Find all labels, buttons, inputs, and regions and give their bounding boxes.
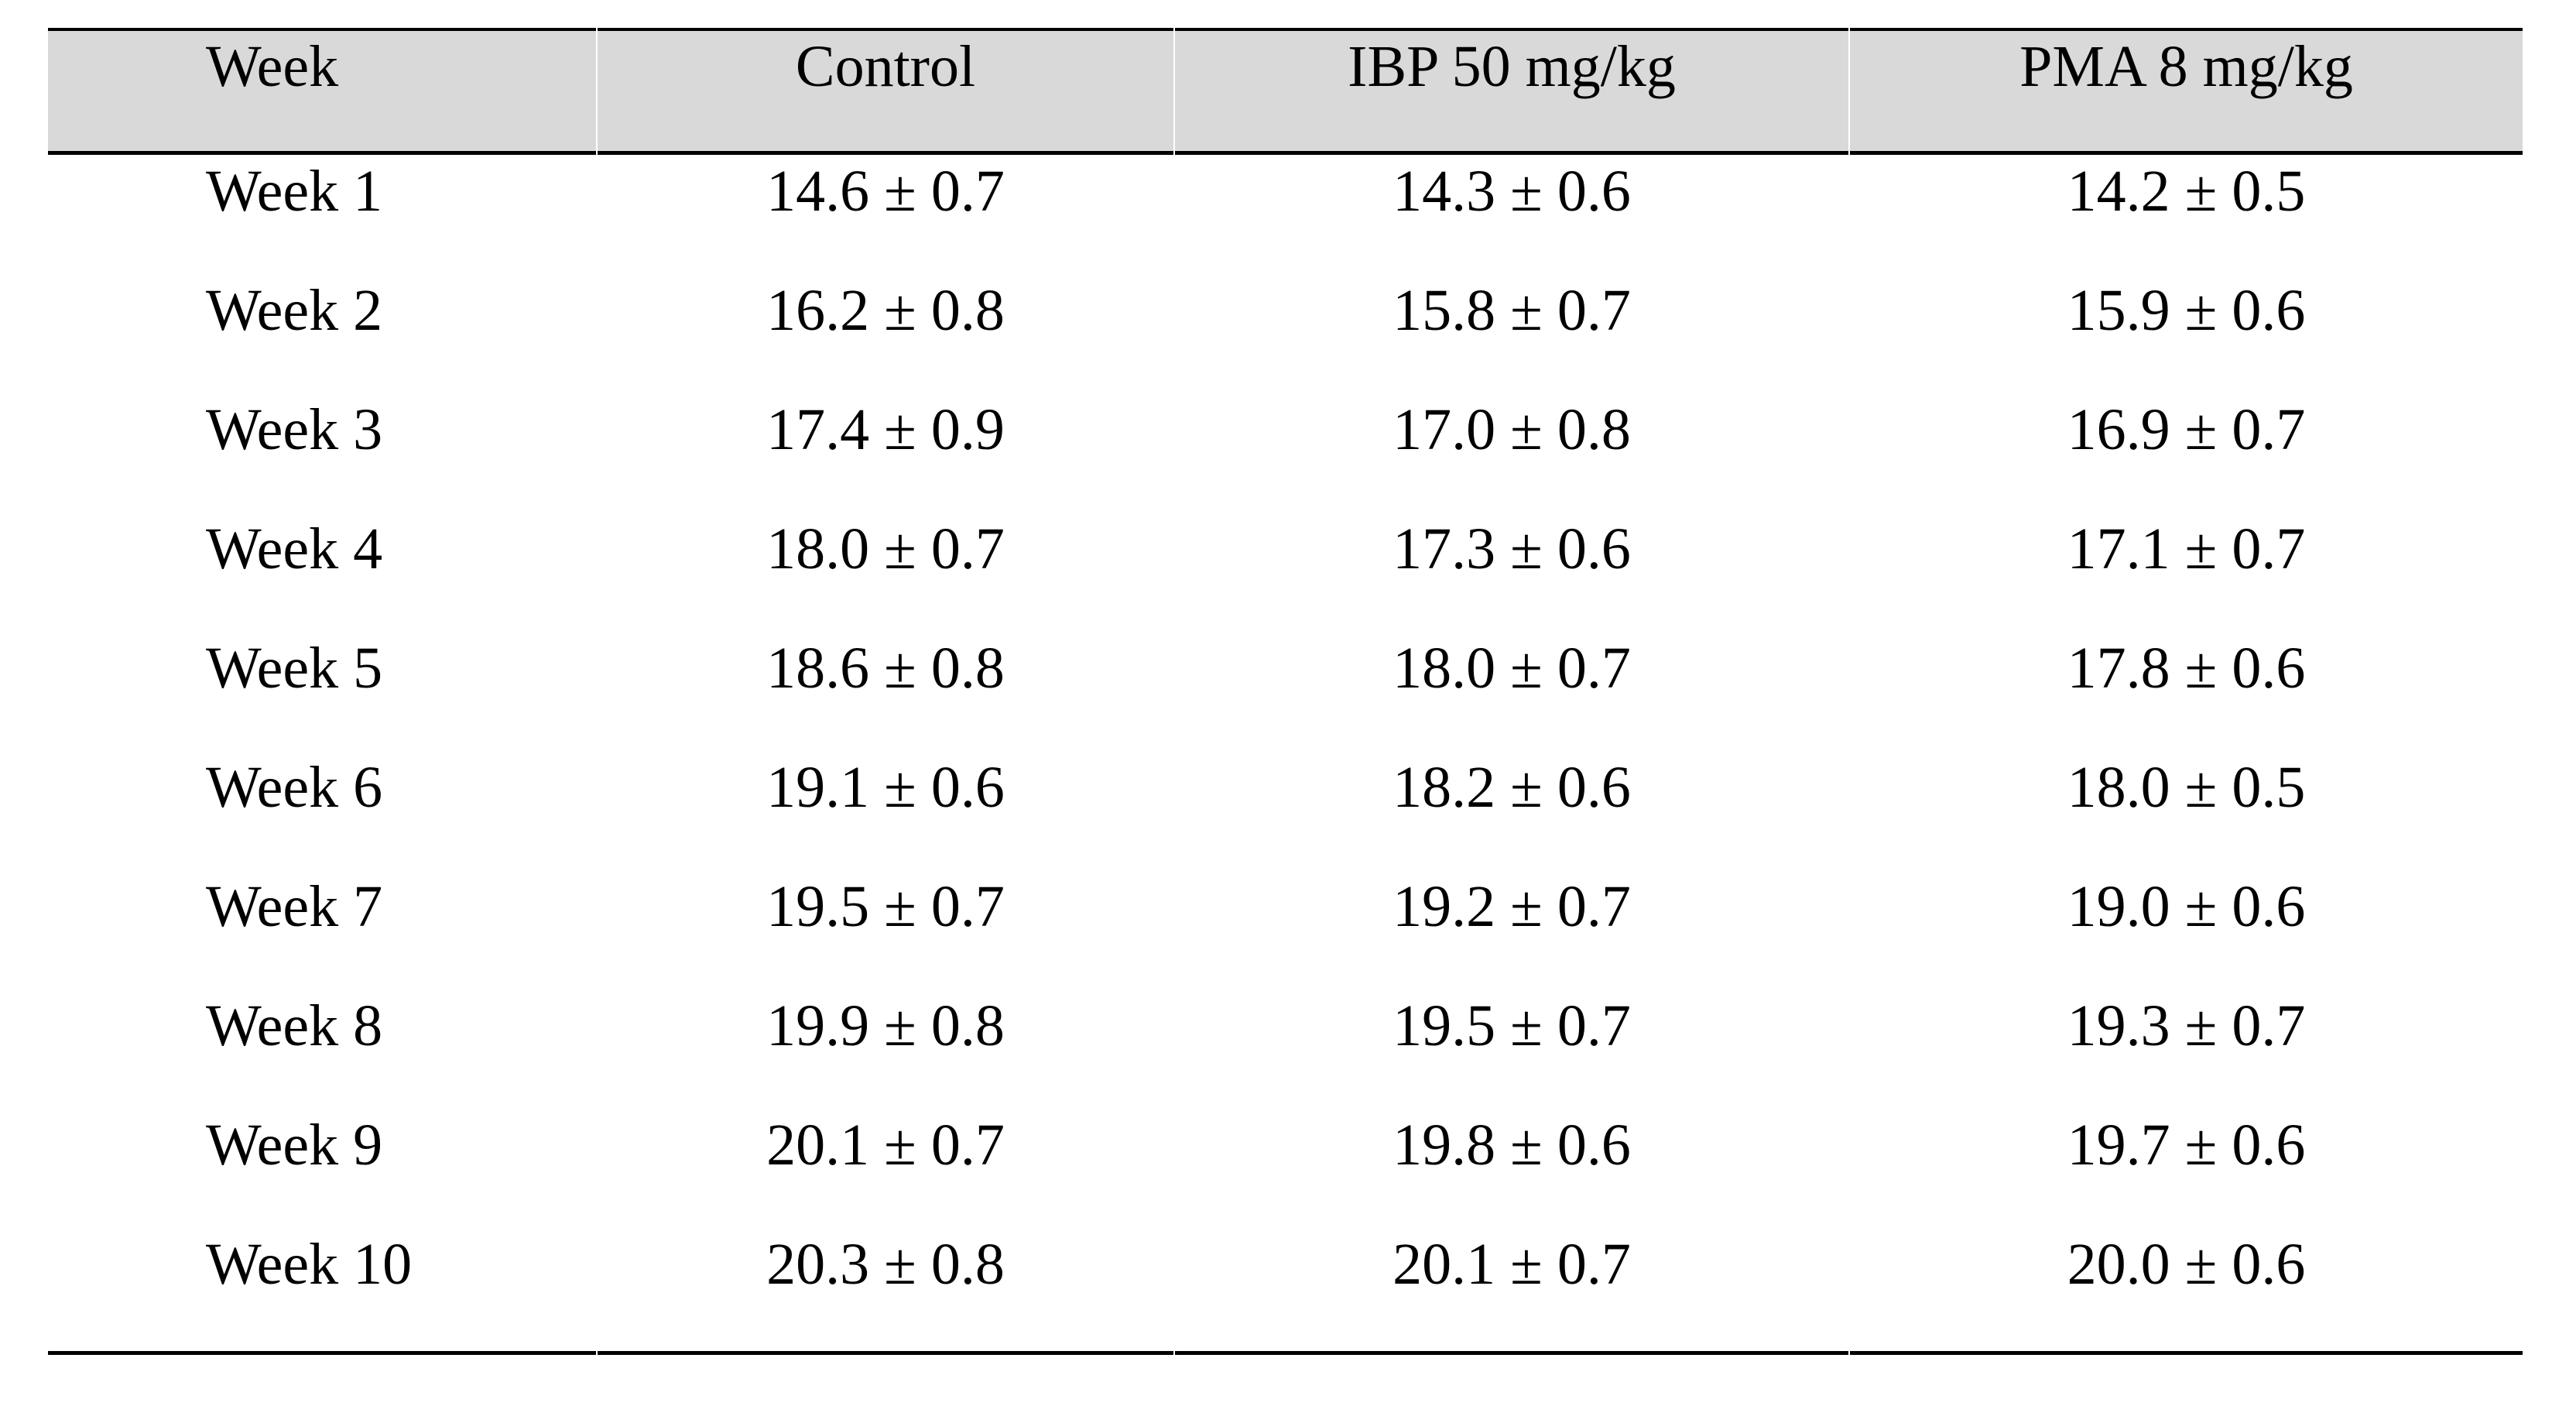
control-value-cell: 14.6 ± 0.7 bbox=[766, 159, 1005, 224]
ibp-value-cell: 20.1 ± 0.7 bbox=[1175, 1228, 1848, 1355]
control-value-cell: 18.6 ± 0.8 bbox=[766, 636, 1005, 701]
week-label-cell: Week 1 bbox=[206, 159, 383, 224]
ibp-value-cell: 19.5 ± 0.7 bbox=[1392, 993, 1631, 1058]
pma-value-cell: 17.8 ± 0.6 bbox=[2067, 636, 2306, 701]
ibp-value-cell: 19.2 ± 0.7 bbox=[1392, 874, 1631, 939]
control-value-cell: 16.2 ± 0.8 bbox=[766, 278, 1005, 343]
ibp-value-cell: 17.3 ± 0.6 bbox=[1392, 516, 1631, 581]
control-value-cell: 20.1 ± 0.7 bbox=[766, 1113, 1005, 1178]
ibp-value-cell: 14.3 ± 0.6 bbox=[1392, 159, 1631, 224]
control-value-cell: 18.0 ± 0.7 bbox=[766, 516, 1005, 581]
control-value-cell: 17.4 ± 0.9 bbox=[766, 397, 1005, 462]
week-label-cell: Week 5 bbox=[206, 636, 383, 701]
week-label-cell: Week 8 bbox=[206, 993, 383, 1058]
header-cell-week: Week bbox=[48, 28, 596, 155]
pma-value-cell: 20.0 ± 0.6 bbox=[1850, 1228, 2523, 1355]
pma-value-cell: 19.3 ± 0.7 bbox=[2067, 993, 2306, 1058]
header-cell-ibp: IBP 50 mg/kg bbox=[1175, 28, 1848, 155]
pma-value-cell: 19.7 ± 0.6 bbox=[2067, 1113, 2306, 1178]
pma-value-cell: 19.0 ± 0.6 bbox=[2067, 874, 2306, 939]
ibp-value-cell: 18.0 ± 0.7 bbox=[1392, 636, 1631, 701]
control-value-cell: 19.5 ± 0.7 bbox=[766, 874, 1005, 939]
week-label-cell: Week 3 bbox=[206, 397, 383, 462]
control-value-cell: 20.3 ± 0.8 bbox=[598, 1228, 1173, 1355]
header-cell-pma: PMA 8 mg/kg bbox=[1850, 28, 2523, 155]
week-label-cell: Week 7 bbox=[206, 874, 383, 939]
data-table: Week Control IBP 50 mg/kg PMA 8 mg/kg We… bbox=[48, 28, 2523, 1355]
ibp-value-cell: 17.0 ± 0.8 bbox=[1392, 397, 1631, 462]
control-value-cell: 19.1 ± 0.6 bbox=[766, 755, 1005, 820]
pma-value-cell: 16.9 ± 0.7 bbox=[2067, 397, 2306, 462]
week-label-cell: Week 4 bbox=[206, 516, 383, 581]
control-value-cell: 19.9 ± 0.8 bbox=[766, 993, 1005, 1058]
header-cell-control: Control bbox=[598, 28, 1173, 155]
pma-value-cell: 18.0 ± 0.5 bbox=[2067, 755, 2306, 820]
pma-value-cell: 14.2 ± 0.5 bbox=[2067, 159, 2306, 224]
pma-value-cell: 17.1 ± 0.7 bbox=[2067, 516, 2306, 581]
ibp-value-cell: 19.8 ± 0.6 bbox=[1392, 1113, 1631, 1178]
pma-value-cell: 15.9 ± 0.6 bbox=[2067, 278, 2306, 343]
week-label-cell: Week 10 bbox=[48, 1228, 596, 1355]
ibp-value-cell: 15.8 ± 0.7 bbox=[1392, 278, 1631, 343]
ibp-value-cell: 18.2 ± 0.6 bbox=[1392, 755, 1631, 820]
week-label-cell: Week 2 bbox=[206, 278, 383, 343]
week-label-cell: Week 9 bbox=[206, 1113, 383, 1178]
week-label-cell: Week 6 bbox=[206, 755, 383, 820]
